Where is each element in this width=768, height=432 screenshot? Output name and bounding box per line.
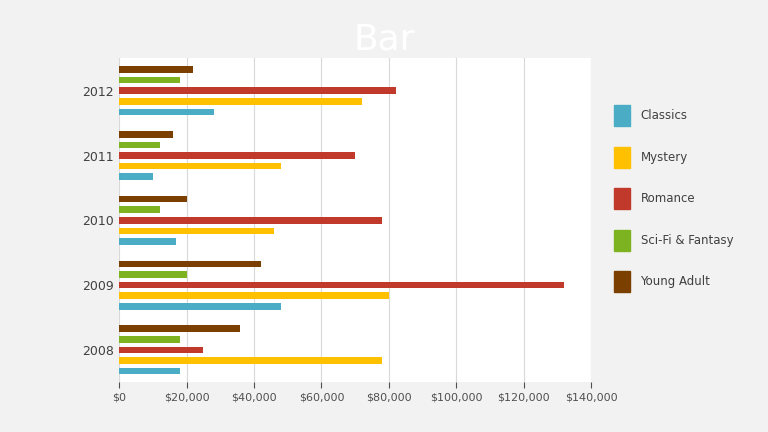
Text: Young Adult: Young Adult (641, 275, 710, 288)
Bar (119, 368, 180, 375)
Bar (614, 105, 630, 126)
Bar (119, 206, 160, 213)
Bar (119, 152, 355, 159)
Text: Classics: Classics (641, 109, 687, 122)
Bar (119, 260, 260, 267)
Bar (614, 188, 630, 209)
Bar (119, 142, 160, 148)
Bar (119, 238, 177, 245)
Bar (119, 271, 187, 278)
Bar (614, 147, 630, 168)
Bar (119, 87, 396, 94)
Bar (119, 357, 382, 364)
Bar (119, 346, 204, 353)
Bar (119, 196, 187, 203)
Bar (119, 282, 564, 289)
Text: Bar: Bar (353, 23, 415, 57)
Text: Romance: Romance (641, 192, 695, 205)
Text: Mystery: Mystery (641, 151, 688, 164)
Bar (119, 163, 281, 169)
Bar (614, 271, 630, 292)
Bar (119, 66, 194, 73)
Bar (119, 292, 389, 299)
Bar (119, 336, 180, 343)
Bar (119, 325, 240, 332)
Bar (119, 217, 382, 224)
Bar (119, 228, 274, 234)
Bar (119, 98, 362, 105)
Text: Sci-Fi & Fantasy: Sci-Fi & Fantasy (641, 234, 733, 247)
Bar (614, 230, 630, 251)
Bar (119, 131, 173, 138)
Bar (119, 303, 281, 310)
Bar (119, 108, 214, 115)
Bar (119, 173, 153, 180)
Bar (119, 77, 180, 83)
